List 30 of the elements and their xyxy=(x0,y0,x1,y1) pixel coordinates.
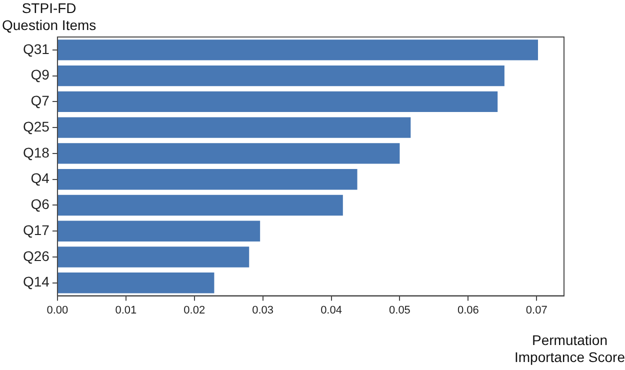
bar xyxy=(58,65,504,86)
y-tick-label: Q7 xyxy=(30,92,50,109)
x-tick-label: 0.03 xyxy=(252,304,274,316)
bar xyxy=(58,117,411,138)
bar xyxy=(58,246,250,268)
y-tick-label: Q4 xyxy=(30,170,50,186)
bar xyxy=(58,40,538,60)
y-tick-label: Q14 xyxy=(22,274,50,290)
x-tick-label: 0.05 xyxy=(389,304,410,316)
y-tick-label: Q9 xyxy=(30,66,50,83)
bar xyxy=(58,143,400,164)
y-tick-label: Q26 xyxy=(22,248,50,264)
y-tick-label: Q17 xyxy=(22,222,50,238)
x-axis-title: Permutation Importance Score xyxy=(514,332,625,366)
x-tick-label: 0.01 xyxy=(115,304,137,316)
y-tick-label: Q31 xyxy=(22,40,50,57)
bar xyxy=(58,194,343,216)
bar xyxy=(58,220,260,242)
x-tick-label: 0.00 xyxy=(46,304,68,316)
x-tick-label: 0.04 xyxy=(320,304,342,316)
bar xyxy=(58,272,214,294)
x-tick-label: 0.06 xyxy=(457,304,479,316)
y-axis-title: STPI-FD Question Items xyxy=(2,0,96,34)
x-tick-label: 0.02 xyxy=(184,304,206,316)
y-tick-label: Q6 xyxy=(30,196,50,212)
bar xyxy=(58,91,498,112)
y-tick-label: Q25 xyxy=(22,118,50,134)
x-tick-label: 0.07 xyxy=(526,304,548,316)
bar xyxy=(58,168,358,190)
y-tick-label: Q18 xyxy=(22,144,50,160)
